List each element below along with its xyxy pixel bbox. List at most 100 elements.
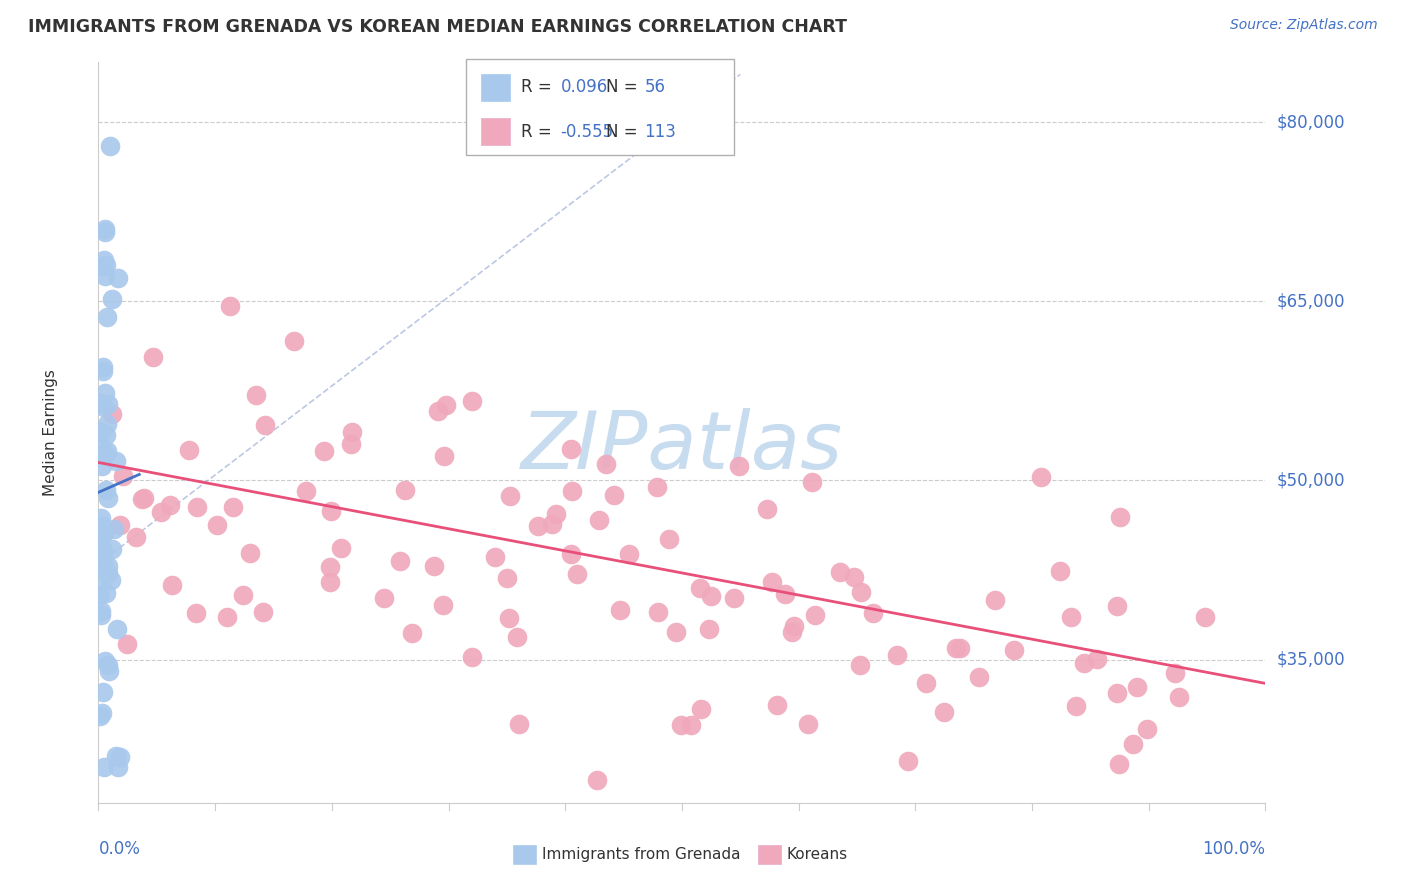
Point — [90, 440, 112, 454]
Point — [91, 364, 114, 378]
Point — [142, 351, 165, 365]
Point — [499, 489, 522, 503]
Point — [219, 299, 242, 313]
Text: -0.555: -0.555 — [561, 123, 613, 141]
Point — [90, 604, 112, 618]
Point — [984, 593, 1007, 607]
Point — [1164, 666, 1187, 681]
Point — [87, 571, 110, 585]
Point — [91, 545, 114, 559]
Point — [427, 404, 450, 418]
Point — [125, 530, 148, 544]
Point — [108, 518, 131, 533]
Point — [90, 607, 112, 622]
Point — [319, 575, 342, 590]
Point — [1105, 599, 1128, 613]
Point — [100, 574, 122, 588]
Text: Source: ZipAtlas.com: Source: ZipAtlas.com — [1230, 18, 1378, 32]
Point — [96, 417, 118, 432]
Point — [340, 425, 363, 440]
Point — [91, 518, 114, 533]
Point — [96, 443, 118, 458]
Point — [560, 547, 582, 561]
Point — [766, 698, 789, 713]
Point — [700, 589, 723, 603]
Point — [91, 685, 114, 699]
Text: R =: R = — [520, 78, 557, 96]
Point — [112, 468, 135, 483]
Point — [862, 607, 884, 621]
Point — [90, 541, 112, 556]
Point — [97, 397, 120, 411]
Point — [93, 400, 115, 414]
Text: Koreans: Koreans — [787, 847, 848, 863]
Point — [87, 588, 110, 602]
Point — [461, 650, 484, 665]
Point — [186, 500, 208, 514]
Point — [849, 657, 872, 672]
Point — [394, 483, 416, 498]
Point — [669, 717, 692, 731]
Text: 56: 56 — [644, 78, 665, 96]
Point — [756, 502, 779, 516]
Point — [100, 541, 122, 556]
Point — [101, 407, 124, 421]
Point — [681, 718, 703, 732]
Point — [252, 605, 274, 619]
Point — [508, 717, 530, 731]
Point — [830, 566, 852, 580]
Point — [1105, 686, 1128, 700]
Point — [98, 139, 121, 153]
Point — [658, 532, 681, 546]
Point — [94, 428, 117, 442]
Point — [588, 513, 610, 527]
Point — [647, 605, 669, 619]
Point — [782, 619, 804, 633]
Point — [495, 571, 517, 585]
Point — [104, 453, 127, 467]
Point — [96, 258, 118, 272]
Point — [797, 716, 820, 731]
Point — [108, 750, 131, 764]
Point — [232, 588, 254, 602]
Point — [541, 517, 564, 532]
Point — [94, 225, 117, 239]
Point — [388, 554, 411, 568]
Point — [967, 670, 990, 684]
Point — [89, 708, 111, 723]
Point — [131, 491, 153, 506]
Point — [295, 483, 318, 498]
Text: $50,000: $50,000 — [1277, 471, 1346, 490]
Point — [647, 480, 669, 494]
Point — [107, 270, 129, 285]
Point — [1073, 656, 1095, 670]
Text: R =: R = — [520, 123, 557, 141]
Point — [544, 507, 567, 521]
Point — [804, 608, 827, 623]
FancyBboxPatch shape — [465, 59, 734, 155]
Point — [1049, 564, 1071, 578]
Point — [93, 760, 115, 774]
Point — [162, 578, 184, 592]
Point — [914, 676, 936, 690]
Point — [105, 749, 128, 764]
Point — [132, 491, 155, 505]
Point — [91, 558, 114, 572]
Point — [207, 517, 229, 532]
Point — [1059, 609, 1081, 624]
Point — [1194, 610, 1216, 624]
Point — [665, 625, 688, 640]
Bar — [481, 74, 510, 101]
Text: Immigrants from Grenada: Immigrants from Grenada — [541, 847, 741, 863]
Point — [934, 706, 956, 720]
Point — [93, 253, 115, 268]
Point — [89, 396, 111, 410]
Bar — [758, 845, 782, 863]
Text: 100.0%: 100.0% — [1202, 840, 1265, 858]
Point — [100, 293, 122, 307]
Point — [780, 624, 803, 639]
Point — [527, 519, 550, 533]
Point — [886, 648, 908, 663]
Point — [699, 623, 721, 637]
Point — [586, 773, 609, 788]
